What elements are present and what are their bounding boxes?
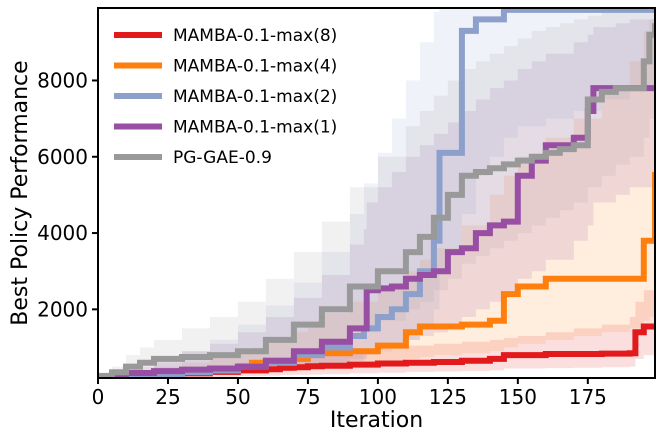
x-tick-label: 150 bbox=[499, 385, 537, 409]
y-tick-label: 4000 bbox=[37, 221, 88, 245]
legend-label-pg-gae-0-9: PG-GAE-0.9 bbox=[173, 148, 272, 168]
x-tick-label: 125 bbox=[429, 385, 467, 409]
x-tick-label: 100 bbox=[359, 385, 397, 409]
y-tick-label: 8000 bbox=[37, 68, 88, 92]
y-axis-title: Best Policy Performance bbox=[8, 60, 33, 325]
x-tick-label: 50 bbox=[225, 385, 250, 409]
line-pg-gae-0-9 bbox=[98, 23, 655, 378]
legend-label-mamba-0-1-max-1: MAMBA-0.1-max(1) bbox=[173, 118, 337, 138]
y-tick-label: 2000 bbox=[37, 297, 88, 321]
x-axis-title: Iteration bbox=[330, 408, 423, 433]
x-tick-label: 75 bbox=[295, 385, 320, 409]
band-pg-gae-0-9 bbox=[98, 8, 655, 378]
legend-label-mamba-0-1-max-8: MAMBA-0.1-max(8) bbox=[173, 26, 337, 46]
y-axis-ticks: 2000 4000 6000 8000 bbox=[37, 68, 98, 321]
x-tick-label: 0 bbox=[92, 385, 105, 409]
y-tick-label: 6000 bbox=[37, 145, 88, 169]
legend-label-mamba-0-1-max-2: MAMBA-0.1-max(2) bbox=[173, 87, 337, 107]
x-axis-ticks: 0 25 50 75 100 125 150 175 bbox=[92, 378, 607, 409]
legend-label-mamba-0-1-max-4: MAMBA-0.1-max(4) bbox=[173, 57, 337, 77]
series-lines bbox=[98, 8, 655, 378]
plot-frame bbox=[97, 7, 656, 379]
x-tick-label: 175 bbox=[569, 385, 607, 409]
band-mamba-0-1-max-2 bbox=[98, 8, 655, 378]
legend: MAMBA-0.1-max(8) MAMBA-0.1-max(4) MAMBA-0.… bbox=[114, 26, 337, 168]
x-tick-label: 25 bbox=[155, 385, 180, 409]
